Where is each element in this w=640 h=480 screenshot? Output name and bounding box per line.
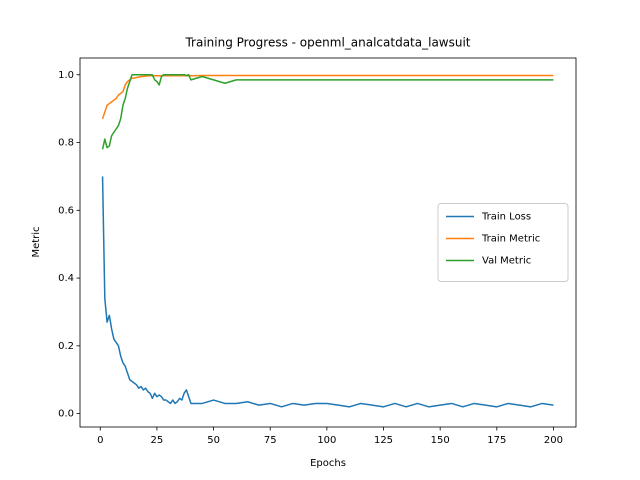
legend-label: Train Loss: [481, 212, 531, 223]
legend-label: Val Metric: [482, 256, 531, 267]
x-tick-label: 0: [97, 435, 103, 446]
x-tick-label: 75: [264, 435, 277, 446]
x-tick-label: 50: [207, 435, 220, 446]
x-tick-label: 100: [317, 435, 336, 446]
series-line: [101, 74, 554, 150]
x-tick-label: 150: [431, 435, 450, 446]
x-axis-label: Epochs: [310, 458, 346, 469]
y-tick-label: 0.6: [58, 205, 74, 216]
y-tick-label: 0.0: [58, 409, 74, 420]
y-tick-label: 0.2: [58, 341, 74, 352]
chart-title: Training Progress - openml_analcatdata_l…: [184, 36, 470, 50]
x-tick-label: 200: [544, 435, 563, 446]
y-tick-label: 0.4: [58, 273, 74, 284]
x-tick-label: 25: [151, 435, 164, 446]
x-tick-label: 175: [487, 435, 506, 446]
y-tick-label: 1.0: [58, 70, 74, 81]
y-axis-label: Metric: [31, 226, 42, 257]
x-tick-label: 125: [374, 435, 393, 446]
legend-label: Train Metric: [481, 234, 540, 245]
series-line: [101, 176, 554, 408]
series-line: [101, 74, 554, 120]
plot-frame: [79, 57, 577, 428]
legend-box: [437, 203, 569, 282]
y-tick-label: 0.8: [58, 138, 74, 149]
